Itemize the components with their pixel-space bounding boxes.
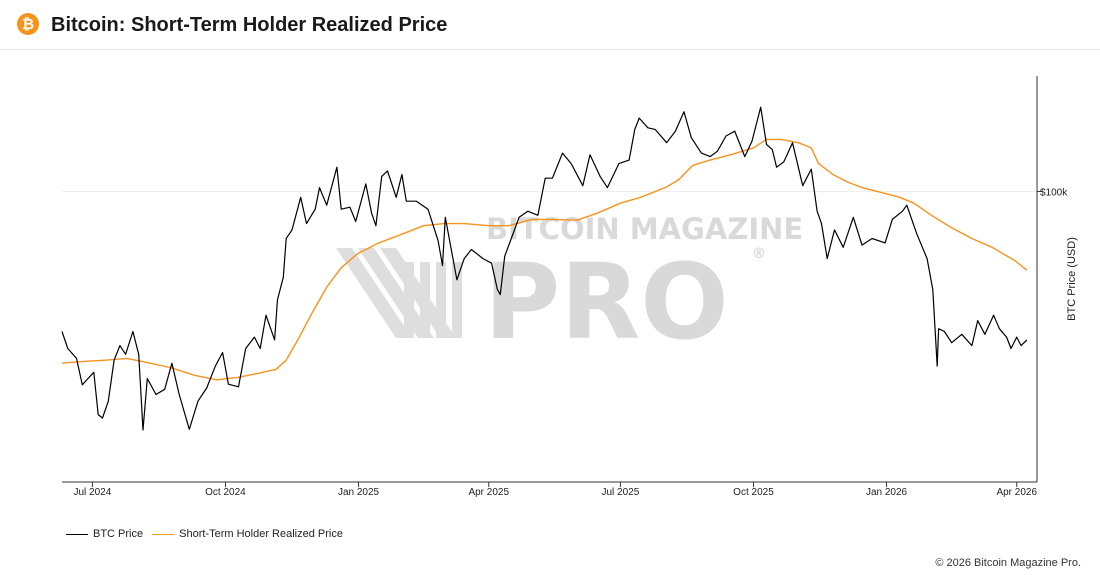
x-tick-label: Oct 2025 xyxy=(733,487,774,498)
legend: BTC Price Short-Term Holder Realized Pri… xyxy=(66,528,352,540)
watermark-logo-icon xyxy=(336,248,462,338)
legend-label-btc-price: BTC Price xyxy=(93,528,144,540)
legend-item-btc-price[interactable]: BTC Price xyxy=(66,528,143,540)
y-axis-ticks: $100k xyxy=(1037,187,1068,198)
legend-swatch-sth-realized-price xyxy=(152,533,175,535)
chart-title: Bitcoin: Short-Term Holder Realized Pric… xyxy=(51,14,448,36)
series-layer xyxy=(61,106,1028,431)
x-tick-label: Oct 2024 xyxy=(205,487,246,498)
watermark-registered: ® xyxy=(752,246,766,262)
x-tick-label: Jul 2025 xyxy=(601,487,639,498)
x-tick-label: Jan 2026 xyxy=(866,487,908,498)
watermark-line2: PRO xyxy=(484,241,729,363)
watermark-line1: BITCOIN MAGAZINE xyxy=(486,212,803,246)
x-tick-label: Jan 2025 xyxy=(338,487,380,498)
x-tick-label: Apr 2026 xyxy=(996,487,1037,498)
watermark: BITCOIN MAGAZINE PRO ® xyxy=(336,212,803,363)
legend-item-sth-realized-price[interactable]: Short-Term Holder Realized Price xyxy=(152,528,343,540)
legend-swatch-btc-price xyxy=(66,533,88,535)
header: ₿ Bitcoin: Short-Term Holder Realized Pr… xyxy=(0,0,1100,50)
legend-label-sth-realized-price: Short-Term Holder Realized Price xyxy=(179,528,343,540)
btc-price-line xyxy=(61,106,1028,431)
y-tick-label: $100k xyxy=(1040,187,1068,198)
y-axis-title: BTC Price (USD) xyxy=(1066,237,1078,321)
x-tick-label: Jul 2024 xyxy=(73,487,111,498)
x-tick-label: Apr 2025 xyxy=(468,487,509,498)
x-axis-ticks: Jul 2024 Oct 2024 Jan 2025 Apr 2025 Jul 2025… xyxy=(73,482,1037,498)
copyright-footer: © 2026 Bitcoin Magazine Pro. xyxy=(935,557,1081,569)
sth-realized-price-line xyxy=(61,138,1028,381)
bitcoin-logo-icon: ₿ xyxy=(17,13,39,35)
